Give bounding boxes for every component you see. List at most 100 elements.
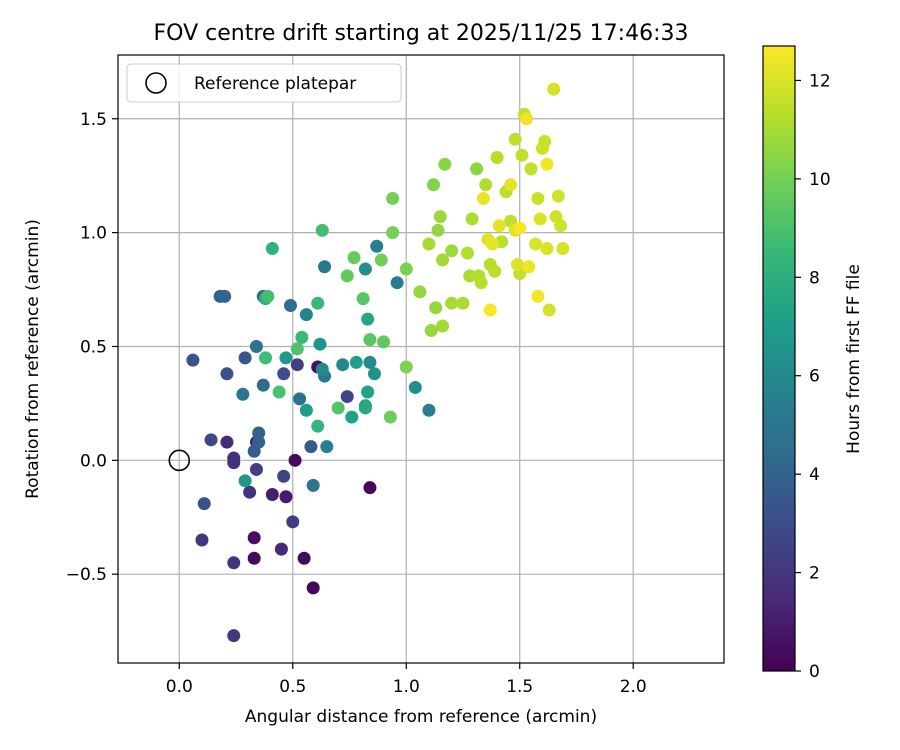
data-point (374, 253, 388, 267)
data-point (304, 440, 318, 454)
data-point (361, 312, 375, 326)
data-point (551, 189, 565, 203)
y-tick-label: 1.5 (80, 110, 107, 130)
data-point (461, 246, 475, 260)
data-point (227, 629, 241, 643)
data-point (465, 212, 479, 226)
data-point (513, 221, 527, 235)
data-point (520, 112, 534, 126)
x-tick-label: 1.0 (393, 677, 420, 697)
data-point (290, 342, 304, 356)
legend: Reference platepar (126, 63, 402, 103)
data-point (426, 178, 440, 192)
data-point (345, 410, 359, 424)
data-point (336, 358, 350, 372)
data-point (470, 162, 484, 176)
y-tick-label: 0.0 (80, 451, 107, 471)
data-point (299, 403, 313, 417)
data-point (363, 355, 377, 369)
y-axis-label: Rotation from reference (arcmin) (23, 219, 43, 499)
data-point (424, 324, 438, 338)
colorbar-ticks (795, 79, 801, 672)
data-point (488, 264, 502, 278)
data-point (533, 212, 547, 226)
axis-ticks (112, 118, 634, 669)
data-point (431, 223, 445, 237)
colorbar-tick-label: 8 (809, 268, 820, 288)
data-point (390, 276, 404, 290)
colorbar-gradient (763, 46, 795, 671)
data-point (331, 401, 345, 415)
data-point (386, 226, 400, 240)
data-point (538, 135, 552, 149)
data-point (279, 490, 293, 504)
plot-area (118, 55, 724, 663)
colorbar: 0 2 4 6 8 10 12 Hours from first FF file (762, 45, 864, 682)
data-point (186, 353, 200, 367)
data-point (252, 435, 266, 449)
data-point (238, 351, 252, 365)
reference-marker (168, 449, 191, 472)
data-point (243, 485, 257, 499)
data-point (238, 474, 252, 488)
x-tick-labels: 0.0 0.5 1.0 1.5 2.0 (166, 677, 647, 697)
data-point (383, 410, 397, 424)
data-point (315, 362, 329, 376)
y-tick-label: −0.5 (66, 565, 107, 585)
data-point (377, 335, 391, 349)
x-tick-label: 0.0 (166, 677, 193, 697)
data-point (306, 478, 320, 492)
data-point (386, 191, 400, 205)
data-point (547, 82, 561, 96)
data-point (492, 219, 506, 233)
colorbar-label: Hours from first FF file (844, 264, 864, 454)
y-tick-labels: −0.5 0.0 0.5 1.0 1.5 (66, 110, 107, 585)
data-point (320, 440, 334, 454)
data-point (524, 162, 538, 176)
data-point (256, 378, 270, 392)
data-point (508, 132, 522, 146)
data-point (311, 296, 325, 310)
legend-entry: Reference platepar (194, 74, 356, 94)
data-point (556, 242, 570, 256)
data-point (197, 497, 211, 511)
data-point (261, 289, 275, 303)
data-point (479, 178, 493, 192)
data-point (299, 308, 313, 322)
data-point (422, 237, 436, 251)
data-point (438, 157, 452, 171)
x-tick-label: 2.0 (620, 677, 647, 697)
data-point (286, 515, 300, 529)
colorbar-tick-label: 2 (809, 564, 820, 584)
data-point (358, 401, 372, 415)
data-point (218, 289, 232, 303)
data-point (554, 219, 568, 233)
data-point (290, 358, 304, 372)
data-point (358, 262, 372, 276)
data-point (277, 469, 291, 483)
data-point (445, 244, 459, 258)
data-point (313, 337, 327, 351)
data-point (485, 237, 499, 251)
data-point (422, 403, 436, 417)
data-point (510, 257, 524, 271)
colorbar-frame (762, 45, 796, 672)
data-point (367, 367, 381, 381)
data-point (274, 542, 288, 556)
x-tick-label: 0.5 (279, 677, 306, 697)
data-point (220, 435, 234, 449)
data-point (456, 296, 470, 310)
data-point (295, 330, 309, 344)
data-point (474, 276, 488, 290)
data-point (540, 157, 554, 171)
data-point (259, 351, 273, 365)
data-point (247, 551, 261, 565)
data-point (247, 531, 261, 545)
data-point (529, 237, 543, 251)
data-point (249, 462, 263, 476)
data-point (306, 581, 320, 595)
data-point (399, 262, 413, 276)
x-axis-label: Angular distance from reference (arcmin) (245, 707, 597, 727)
x-tick-label: 1.5 (506, 677, 533, 697)
